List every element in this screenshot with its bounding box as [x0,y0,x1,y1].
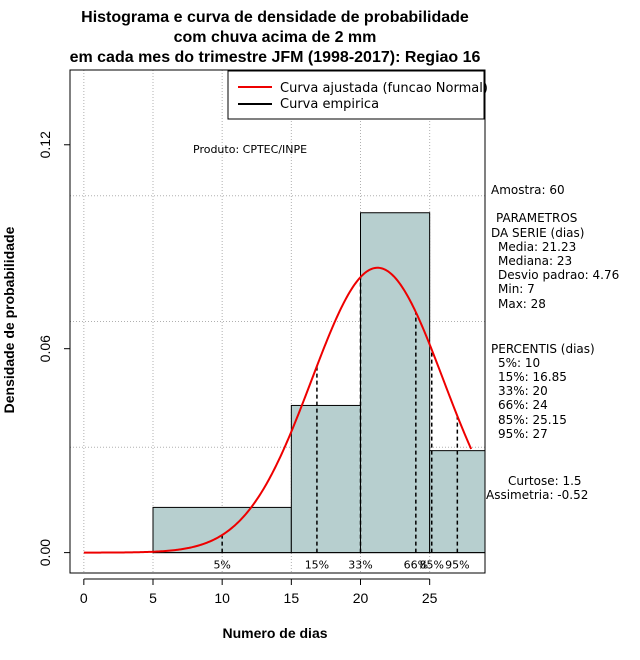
percentile-label-3: 66% [404,559,428,572]
legend-box [227,70,485,120]
param-title-2: DA SERIE (dias) [491,226,584,240]
x-tick-label-0: 0 [80,590,88,606]
legend-label-normal: Curva ajustada (funcao Normal) [280,81,488,96]
media-text: Media: 21.23 [498,240,576,254]
y-tick-label-1: 0.06 [37,335,53,362]
curtose-text: Curtose: 1.5 [508,474,582,488]
x-tick-label-2: 10 [214,590,230,606]
desvio-text: Desvio padrao: 4.76 [498,268,619,282]
histogram-bar-0 [152,506,292,554]
histogram-bars [152,212,486,554]
x-tick-label-3: 15 [284,590,300,606]
p85-text: 85%: 25.15 [498,413,567,427]
p33-text: 33%: 20 [498,384,548,398]
histogram-bar-1 [290,404,362,554]
percentile-label-5: 95% [445,559,469,572]
param-title-1: PARAMETROS [496,211,577,225]
amostra-text: Amostra: 60 [491,183,565,197]
p15-text: 15%: 16.85 [498,370,567,384]
percentile-lines: 5% 15% 33% 66%85% 95% [213,277,470,572]
chart-title-line-2: com chuva acima de 2 mm [174,29,377,46]
plot-frame [69,69,486,574]
legend: Curva ajustada (funcao Normal) Curva emp… [227,70,488,120]
mediana-text: Mediana: 23 [498,254,572,268]
histogram-bar-2 [360,212,431,554]
percentile-label-1: 15% [305,559,329,572]
side-panel: Amostra: 60 PARAMETROS DA SERIE (dias) M… [486,183,619,502]
normal-curve [83,266,473,554]
x-tick-label-1: 5 [149,590,157,606]
p5-text: 5%: 10 [498,356,540,370]
legend-label-empirical: Curva empirica [280,97,379,112]
assimetria-text: Assimetria: -0.52 [486,488,588,502]
chart-title-line-3: em cada mes do trimestre JFM (1998-2017)… [70,49,481,66]
p66-text: 66%: 24 [498,398,548,412]
normal-curve-path [83,266,473,554]
percentis-title: PERCENTIS (dias) [491,342,595,356]
percentile-label-4: 85% [420,559,444,572]
p95-text: 95%: 27 [498,427,548,441]
percentile-label-0: 5% [213,559,230,572]
x-axis-title: Numero de dias [222,625,327,641]
chart-title-line-1: Histograma e curva de densidade de proba… [81,9,469,26]
y-axis-title: Densidade de probabilidade [1,226,17,413]
min-text: Min: 7 [498,282,535,296]
x-tick-label-5: 25 [422,590,438,606]
percentile-label-2: 33% [348,559,372,572]
y-tick-label-0: 0.00 [37,539,53,566]
y-tick-label-2: 0.12 [37,131,53,158]
product-label: Produto: CPTEC/INPE [193,143,307,156]
max-text: Max: 28 [498,297,546,311]
x-tick-label-4: 20 [353,590,369,606]
